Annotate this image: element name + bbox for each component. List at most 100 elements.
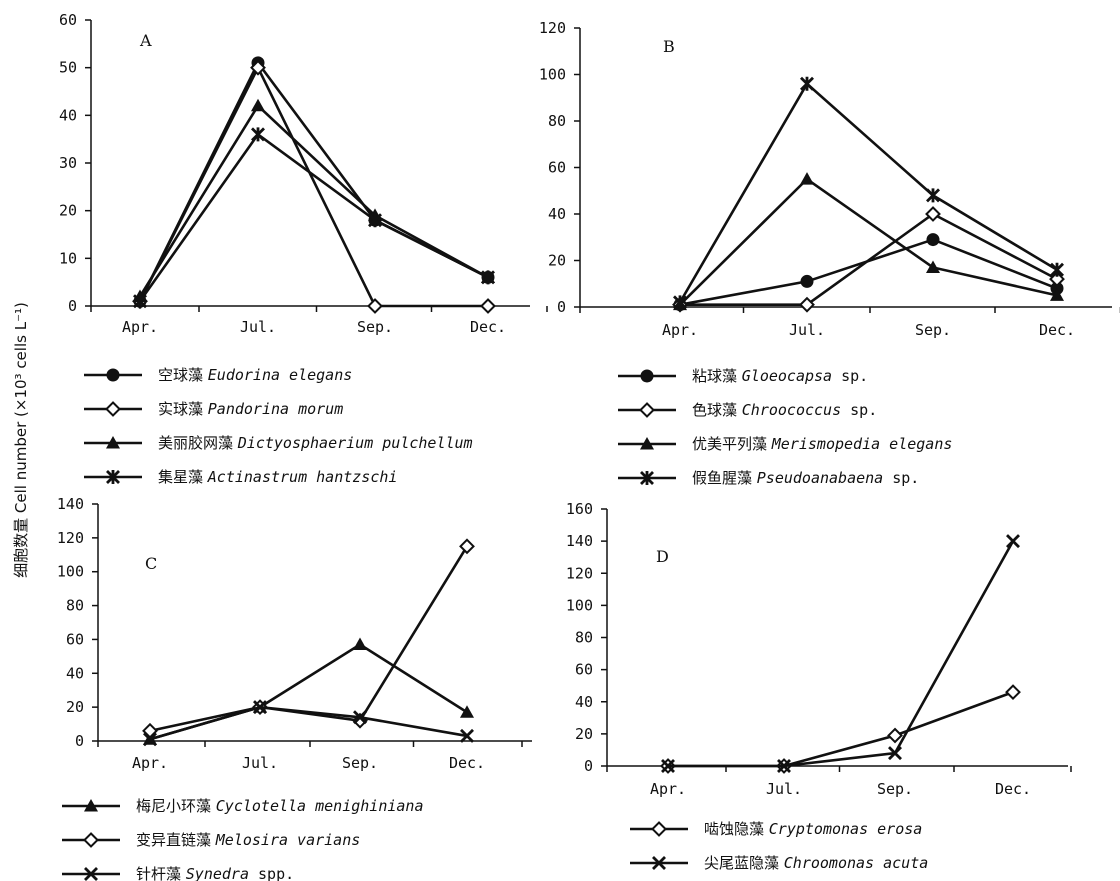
data-point (480, 298, 496, 314)
data-point (673, 295, 687, 310)
legend-marker (652, 856, 666, 870)
y-tick-label: 40 (59, 106, 77, 124)
data-point (1005, 684, 1021, 701)
x-tick-label: Sep. (915, 321, 951, 339)
legend-entry: 假鱼腥藻 Pseudoanabaena sp. (618, 469, 919, 487)
x-tick-label: Apr. (122, 318, 158, 336)
series-3 (673, 172, 1064, 311)
data-point (926, 233, 940, 247)
legend-label: 集星藻 Actinastrum hantzschi (158, 468, 397, 486)
series-line (679, 177, 1058, 306)
series-2 (132, 59, 496, 314)
y-tick-label: 20 (59, 202, 77, 220)
series-2 (661, 534, 1020, 773)
legend-marker (640, 471, 654, 485)
data-point (661, 759, 675, 773)
legend-marker (106, 470, 120, 484)
y-tick-label: 20 (548, 252, 566, 270)
data-point (353, 710, 367, 725)
data-point (460, 705, 474, 718)
data-point (1049, 271, 1065, 288)
legend-entry: 集星藻 Actinastrum hantzschi (84, 468, 397, 486)
legend-label: 针杆藻 Synedra spp. (136, 865, 294, 881)
legend-entry: 啮蚀隐藻 Cryptomonas erosa (630, 820, 922, 838)
data-point (353, 637, 367, 651)
series-2 (142, 538, 475, 739)
data-point (1050, 288, 1064, 301)
legend-entry: 变异直链藻 Melosira varians (62, 831, 360, 849)
y-tick-label: 100 (57, 563, 84, 581)
legend-entry: 空球藻 Eudorina elegans (84, 366, 352, 384)
y-tick-label: 60 (575, 661, 593, 679)
data-point (367, 298, 383, 314)
panel-label: C (145, 554, 157, 573)
y-tick-label: 60 (59, 11, 77, 29)
data-point (887, 727, 903, 744)
y-tick-label: 160 (566, 500, 593, 518)
chart-panel-d: 0 20 40 60 80 100 120 140 160 Apr. Jul. Sep. Dec. D 啮蚀… (566, 500, 1072, 872)
data-point (926, 188, 940, 203)
series-line (668, 690, 1014, 768)
legend-marker (106, 436, 120, 449)
y-tick-label: 40 (575, 693, 593, 711)
data-point (1006, 534, 1020, 549)
legend-entry: 梅尼小环藻 Cyclotella menighiniana (62, 797, 424, 815)
series-line (680, 212, 1058, 306)
legend-entry: 针杆藻 Synedra spp. (62, 865, 294, 881)
x-tick-label: Jul. (240, 318, 276, 336)
series-line (138, 64, 488, 308)
x-tick-label: Sep. (342, 754, 378, 772)
data-point (459, 538, 475, 555)
x-tick-label: Sep. (877, 780, 913, 798)
y-tick-label: 0 (584, 757, 593, 775)
series-1 (673, 233, 1064, 312)
data-point (926, 260, 940, 273)
y-tick-label: 40 (548, 205, 566, 223)
data-point (777, 759, 791, 773)
x-tick-label: Sep. (357, 318, 393, 336)
data-point (368, 213, 382, 228)
data-point (799, 296, 815, 313)
data-point (800, 172, 814, 185)
y-tick-label: 100 (539, 66, 566, 84)
data-point (143, 732, 157, 747)
legend-marker (84, 867, 98, 881)
y-tick-label: 140 (566, 532, 593, 550)
x-tick-label: Dec. (470, 318, 506, 336)
legend-label: 尖尾蓝隐藻 Chroomonas acuta (704, 854, 928, 872)
legend-entry: 实球藻 Pandorina morum (84, 400, 343, 418)
legend-marker (105, 401, 121, 417)
legend-label: 美丽胶网藻 Dictyosphaerium pulchellum (158, 434, 473, 452)
legend-marker (640, 437, 654, 450)
y-tick-label: 0 (557, 298, 566, 316)
data-point (888, 746, 902, 761)
panels: 0 10 20 30 40 50 60 Apr. Jul. Sep. Dec. A 空球藻 Eudori… (57, 11, 1120, 881)
y-tick-label: 120 (566, 564, 593, 582)
legend-label: 空球藻 Eudorina elegans (158, 366, 352, 384)
legend-label: 啮蚀隐藻 Cryptomonas erosa (704, 820, 922, 838)
series-line (668, 540, 1015, 768)
legend-label: 优美平列藻 Merismopedia elegans (692, 435, 952, 453)
data-point (253, 700, 267, 715)
data-point (460, 728, 474, 743)
y-tick-label: 140 (57, 495, 84, 513)
legend-entry: 优美平列藻 Merismopedia elegans (618, 435, 952, 453)
legend-entry: 尖尾蓝隐藻 Chroomonas acuta (630, 854, 928, 872)
y-tick-label: 80 (548, 112, 566, 130)
series-3 (143, 700, 474, 747)
legend-label: 变异直链藻 Melosira varians (136, 831, 360, 849)
chart-panel-b: 0 20 40 60 80 100 120 Apr. Jul. Sep. Dec. B 粘球藻 Gloe… (539, 19, 1120, 487)
legend-marker (639, 402, 655, 418)
chart-panel-a: 0 10 20 30 40 50 60 Apr. Jul. Sep. Dec. A 空球藻 Eudori… (59, 11, 548, 486)
y-tick-label: 30 (59, 154, 77, 172)
x-tick-label: Jul. (789, 321, 825, 339)
data-point (481, 270, 495, 285)
chart-panel-c: 0 20 40 60 80 100 120 140 Apr. Jul. Sep. Dec. C 梅尼小环藻… (57, 495, 532, 881)
y-tick-label: 120 (539, 19, 566, 37)
legend-entry: 色球藻 Chroococcus sp. (618, 401, 877, 419)
series-4 (673, 76, 1064, 310)
legend-marker (84, 799, 98, 812)
data-point (251, 127, 265, 142)
legend-marker (106, 368, 120, 382)
